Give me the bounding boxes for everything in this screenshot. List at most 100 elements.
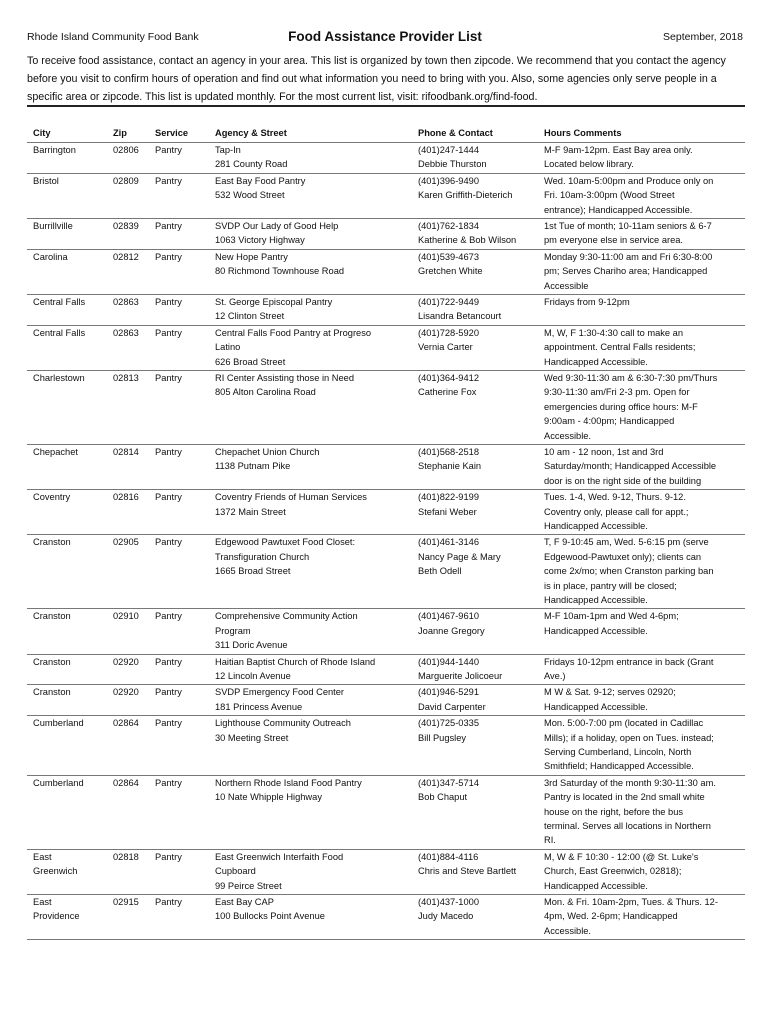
agency-line: Tap-In — [215, 145, 241, 155]
cell-city: Central Falls — [33, 326, 111, 340]
cell-service: Pantry — [155, 611, 182, 622]
table-row: Cumberland 02864 Pantry Northern Rhode Isla… — [27, 776, 745, 850]
table-row: Charlestown 02813 Pantry RI Center Assistin… — [27, 371, 745, 445]
cell-service: Pantry — [155, 296, 182, 307]
cell-zip: 02813 — [113, 372, 139, 383]
city-line: Central Falls — [33, 327, 86, 338]
table-row: Cranston 02905 Pantry Edgewood Pawtuxet Foo… — [27, 535, 745, 610]
cell-city: Cumberland — [33, 776, 111, 790]
city-line: Carolina — [33, 251, 68, 262]
hours-line: Wed 9:30-11:30 am & 6:30-7:30 pm/Thurs — [544, 372, 718, 383]
city-line: Cranston — [33, 611, 71, 622]
table-row: Cranston 02910 Pantry Comprehensive Communi… — [27, 609, 745, 655]
contact-line: Bob Chaput — [418, 792, 468, 803]
cell-agency: Tap-In 281 County Road — [215, 143, 415, 172]
hours-line: Saturday/month; Handicapped Accessible — [544, 461, 717, 472]
table-row: Carolina 02812 Pantry New Hope Pantry 80 Ric… — [27, 250, 745, 295]
cell-service: Pantry — [155, 656, 182, 667]
cell-hours: 1st Tue of month; 10-11am seniors & 6-7 p… — [544, 219, 744, 248]
cell-contact: (401)728-5920 Vernia Carter — [418, 326, 542, 355]
hours-line: 9:30-11:30 am/Fri 2-3 pm. Open for — [544, 387, 690, 398]
contact-line: Debbie Thurston — [418, 159, 487, 170]
hours-line: Fridays from 9-12pm — [544, 296, 630, 307]
agency-line: 30 Meeting Street — [215, 732, 289, 743]
cell-city: Charlestown — [33, 371, 111, 385]
table-row: Barrington 02806 Pantry Tap-In 281 County Ro… — [27, 143, 745, 174]
contact-line: (401)437-1000 — [418, 896, 479, 907]
cell-city: Cranston — [33, 535, 111, 549]
cell-agency: SVDP Our Lady of Good Help 1063 Victory H… — [215, 219, 415, 248]
agency-line: SVDP Emergency Food Center — [215, 687, 345, 698]
cell-agency: East Bay CAP 100 Bullocks Point Avenue — [215, 895, 415, 924]
hours-line: door is on the right side of the buildin… — [544, 475, 702, 486]
cell-zip: 02818 — [113, 851, 139, 862]
cell-hours: M, W, F 1:30-4:30 call to make an appoint… — [544, 326, 744, 369]
cell-service: Pantry — [155, 446, 182, 457]
cell-hours: M, W & F 10:30 - 12:00 (@ St. Luke's Chur… — [544, 850, 744, 893]
agency-line: 805 Alton Carolina Road — [215, 387, 316, 398]
cell-hours: Mon. 5:00-7:00 pm (located in Cadillac Mi… — [544, 716, 744, 774]
cell-agency: SVDP Emergency Food Center 181 Princess A… — [215, 685, 415, 714]
cell-hours: Tues. 1-4, Wed. 9-12, Thurs. 9-12. Covent… — [544, 490, 744, 533]
city-line: Cumberland — [33, 718, 84, 729]
agency-line: Program — [215, 625, 251, 636]
hours-line: 4pm, Wed. 2-6pm; Handicapped — [544, 911, 678, 922]
hours-line: Edgewood-Pawtuxet only); clients can — [544, 551, 702, 562]
agency-line: 181 Princess Avenue — [215, 701, 303, 712]
agency-line: 80 Richmond Townhouse Road — [215, 266, 345, 277]
contact-line: (401)461-3146 — [418, 537, 479, 548]
contact-line: (401)396-9490 — [418, 175, 479, 186]
cell-contact: (401)946-5291 David Carpenter — [418, 685, 542, 714]
cell-city: East Greenwich — [33, 850, 111, 879]
city-line: Cranston — [33, 656, 71, 667]
contact-line: (401)722-9449 — [418, 296, 479, 307]
cell-agency: East Greenwich Interfaith Food Cupboard 99… — [215, 850, 415, 893]
hours-line: Wed. 10am-5:00pm and Produce only on — [544, 175, 714, 186]
cell-service: Pantry — [155, 251, 182, 262]
cell-service: Pantry — [155, 327, 182, 338]
agency-line: East Greenwich Interfaith Food — [215, 851, 344, 862]
hours-line: entrance); Handicapped Accessible. — [544, 204, 693, 215]
provider-table: City Zip Service Agency & Street Phone & Con… — [27, 126, 745, 941]
hours-line: Handicapped Accessible. — [544, 356, 648, 367]
agency-line: Chepachet Union Church — [215, 446, 320, 457]
contact-line: (401)946-5291 — [418, 687, 479, 698]
hours-line: pm everyone else in service area. — [544, 235, 684, 246]
cell-hours: Wed. 10am-5:00pm and Produce only on Fri.… — [544, 174, 744, 217]
table-row: Cranston 02920 Pantry SVDP Emergency Food C… — [27, 685, 745, 717]
organization-name: Rhode Island Community Food Bank — [27, 31, 199, 43]
city-line: Charlestown — [33, 372, 85, 383]
contact-line: (401)728-5920 — [418, 327, 479, 338]
cell-zip: 02812 — [113, 251, 139, 262]
contact-line: (401)364-9412 — [418, 372, 479, 383]
cell-city: Cranston — [33, 609, 111, 623]
cell-zip: 02809 — [113, 175, 139, 186]
cell-contact: (401)396-9490 Karen Griffith-Dieterich — [418, 174, 542, 203]
cell-zip: 02910 — [113, 611, 139, 622]
contact-line: Lisandra Betancourt — [418, 311, 502, 322]
agency-line: Lighthouse Community Outreach — [215, 718, 351, 729]
cell-hours: Monday 9:30-11:00 am and Fri 6:30-8:00 pm… — [544, 250, 744, 293]
agency-line: Cupboard — [215, 866, 256, 877]
hours-line: emergencies during office hours: M-F — [544, 401, 698, 412]
hours-line: 3rd Saturday of the month 9:30-11:30 am. — [544, 777, 716, 788]
hours-line: Mills); if a holiday, open on Tues. inst… — [544, 732, 714, 743]
agency-line: New Hope Pantry — [215, 251, 288, 262]
cell-agency: RI Center Assisting those in Need 805 Alt… — [215, 371, 415, 400]
city-line: Bristol — [33, 175, 59, 186]
cell-city: East Providence — [33, 895, 111, 924]
hours-line: M-F 9am-12pm. East Bay area only. — [544, 145, 693, 155]
agency-line: Latino — [215, 342, 241, 353]
hours-line: M, W, F 1:30-4:30 call to make an — [544, 327, 683, 338]
cell-city: Chepachet — [33, 445, 111, 459]
cell-agency: Lighthouse Community Outreach 30 Meeting … — [215, 716, 415, 745]
hours-line: Ave.) — [544, 670, 566, 681]
contact-line: Beth Odell — [418, 566, 462, 577]
agency-line: RI Center Assisting those in Need — [215, 372, 355, 383]
contact-line: (401)568-2518 — [418, 446, 479, 457]
contact-line: (401)884-4116 — [418, 851, 479, 862]
hours-line: Handicapped Accessible. — [544, 625, 648, 636]
contact-line: Marguerite Jolicoeur — [418, 670, 503, 681]
cell-zip: 02920 — [113, 687, 139, 698]
agency-line: Central Falls Food Pantry at Progreso — [215, 327, 372, 338]
